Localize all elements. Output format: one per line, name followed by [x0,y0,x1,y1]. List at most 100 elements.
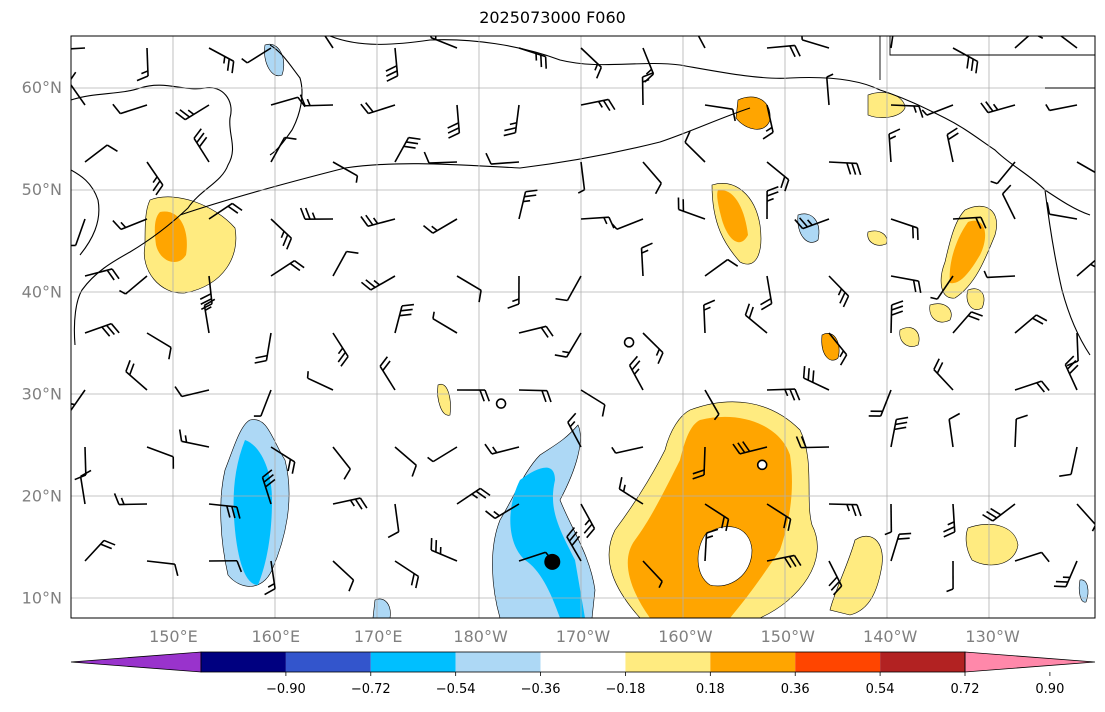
wind-barb [175,104,210,121]
wind-barb [766,388,801,401]
colorbar-segment [540,652,626,672]
wind-barb [1059,36,1078,49]
open-circle-marker [495,398,507,409]
latitude-label: 10°N [22,589,62,608]
wind-barb [199,275,213,310]
positive-anomaly-region [867,92,906,118]
wind-barb [422,218,458,234]
positive-anomaly-region [717,189,748,243]
wind-barb [704,258,739,277]
wind-barb [1076,161,1095,174]
wind-barb [952,47,979,74]
colorbar-tick-label: 0.36 [781,682,810,697]
wind-barb [178,429,210,448]
colorbar-segment [455,652,541,672]
wind-barb [270,96,306,108]
wind-barb [921,104,954,116]
wind-barb [677,197,706,220]
colorbar-tick-label: −0.54 [436,682,476,697]
latitude-label: 60°N [22,78,62,97]
wind-barb [208,503,241,519]
wind-barb [946,127,959,163]
wind-barb [84,322,120,337]
wind-barb [628,355,644,391]
colorbar: −0.90 −0.72 −0.54 −0.36 −0.18 0.18 0.36 0.54 0.7… [70,651,1096,697]
wind-barb [379,356,396,391]
wind-barb [1014,414,1028,448]
wind-barb [1001,184,1016,220]
wind-barb [766,44,801,58]
wind-barb [890,275,922,294]
wind-barb [360,102,396,115]
wind-barb [580,98,616,112]
wind-barb [828,560,843,596]
longitude-label: 150°E [149,627,198,646]
wind-barb [703,299,716,334]
wind-barb [518,389,552,403]
colorbar-segment [370,652,456,672]
longitude-labels: 150°E 160°E 170°E 180°W 170°W 160°W 150°W 140°W… [149,627,1020,646]
wind-barb [332,560,355,592]
wind-barb [890,218,919,240]
colorbar-extend-low [70,651,202,673]
wind-barb [485,152,520,165]
wind-barb [794,217,830,230]
wind-barb [1064,355,1079,391]
wind-barb [801,36,830,49]
wind-barb [825,73,834,106]
colorbar-tick-label: 0.18 [696,682,725,697]
wind-barb [611,446,644,454]
wind-barb [982,503,1016,522]
wind-barb [112,218,148,231]
latitude-label: 50°N [22,180,62,199]
wind-barb [692,446,706,480]
wind-barb [518,47,547,69]
wind-barb [640,242,653,277]
wind-barb [253,389,272,417]
wind-barb [332,250,359,277]
positive-anomaly-region [867,230,888,246]
wind-barb [704,503,730,532]
wind-barb [948,412,961,448]
colorbar-tick-label: −0.90 [266,682,306,697]
aleutian-chain [179,107,751,216]
wind-barb [766,503,792,531]
wind-barb [270,218,293,250]
wind-barb [890,300,904,334]
colorbar-tick-label: −0.36 [521,682,561,697]
neutral-hole [697,526,753,587]
wind-barb [430,36,458,49]
latitude-label: 30°N [22,384,62,403]
wind-barb [980,101,1016,114]
wind-barb [580,503,596,539]
wind-barb [456,389,490,402]
wind-barb [71,71,86,106]
wind-barb [766,554,802,569]
wind-barb [385,47,399,82]
colorbar-extend-high [964,651,1096,673]
latitude-label: 40°N [22,282,62,301]
wind-barb [611,218,644,231]
wind-barb [990,161,1016,185]
wind-barb [744,303,768,334]
wind-barb [766,186,779,220]
wind-barb [642,161,663,195]
wind-barb [306,371,334,391]
colorbar-segment [285,652,371,672]
wind-barb [507,275,520,309]
negative-anomaly-region [233,440,272,585]
wind-barb [890,104,924,118]
wind-barb [890,532,912,562]
positive-anomaly-region [929,303,952,323]
wind-barb [423,151,458,164]
wind-barbs [71,36,1095,596]
wind-barb [566,526,582,562]
wind-barb [884,503,893,536]
wind-barb [1053,560,1078,588]
colorbar-tick-label: −0.18 [606,682,646,697]
colorbar-segment [201,652,286,672]
positive-anomaly-region [899,327,920,347]
wind-barb [174,386,210,398]
wind-barb [241,47,272,64]
